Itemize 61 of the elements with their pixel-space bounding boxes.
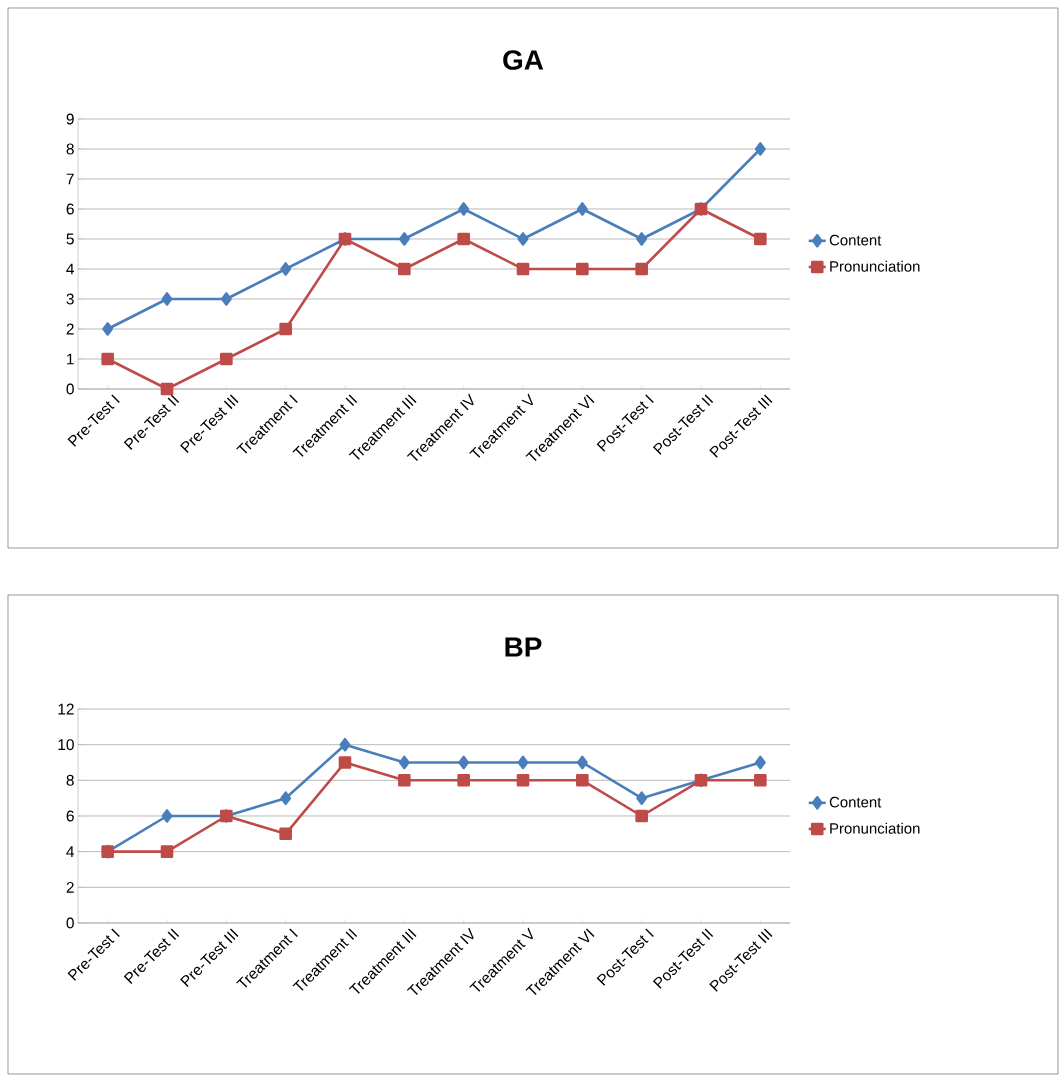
point: [338, 756, 352, 769]
point: [576, 202, 588, 216]
point: [161, 292, 173, 306]
legend-label: Content: [829, 796, 882, 808]
point: [160, 845, 174, 858]
y-tick-label: 0: [66, 383, 74, 395]
point: [635, 809, 648, 823]
chart-title: BP: [505, 637, 542, 657]
point: [516, 774, 530, 787]
y-tick-label: 6: [66, 203, 74, 215]
point: [516, 262, 530, 276]
point: [101, 352, 114, 366]
point: [754, 232, 767, 246]
point: [280, 791, 292, 805]
point: [339, 737, 351, 752]
legend-label: Pronunciation: [830, 260, 920, 272]
point: [576, 774, 589, 787]
y-tick-label: 1: [67, 353, 74, 365]
y-tick-label: 4: [66, 263, 75, 275]
point: [517, 755, 529, 770]
point: [636, 791, 648, 805]
y-tick-label: 0: [66, 917, 74, 929]
y-tick-label: 10: [58, 739, 74, 751]
point: [576, 755, 588, 770]
y-tick-label: 8: [66, 143, 74, 155]
point: [220, 292, 232, 306]
legend-label: Pronunciation: [830, 822, 920, 834]
y-tick-label: 4: [66, 846, 75, 857]
point: [635, 262, 648, 276]
y-tick-label: 9: [66, 113, 74, 125]
legend-label: Content: [829, 234, 882, 246]
point: [754, 142, 766, 156]
y-tick-label: 8: [66, 774, 74, 786]
point: [279, 322, 292, 336]
point: [279, 827, 292, 841]
point: [754, 755, 766, 770]
y-tick-label: 6: [66, 810, 74, 822]
point: [398, 262, 411, 276]
point: [161, 809, 173, 823]
point: [220, 352, 233, 366]
y-tick-label: 2: [66, 881, 74, 893]
point: [398, 774, 411, 787]
point: [160, 382, 174, 396]
point: [398, 232, 410, 246]
point: [576, 262, 589, 276]
point: [458, 202, 470, 216]
y-tick-label: 3: [66, 293, 74, 305]
point: [636, 232, 648, 246]
point: [102, 322, 114, 336]
point: [754, 774, 767, 787]
point: [398, 755, 410, 770]
y-tick-label: 12: [58, 703, 74, 715]
point: [458, 755, 470, 770]
point: [517, 232, 529, 246]
y-tick-label: 5: [66, 233, 74, 245]
y-tick-label: 2: [66, 323, 74, 335]
point: [457, 774, 470, 787]
y-tick-label: 7: [66, 173, 74, 185]
point: [280, 262, 292, 276]
chart-title: GA: [503, 50, 544, 70]
point: [457, 232, 470, 246]
